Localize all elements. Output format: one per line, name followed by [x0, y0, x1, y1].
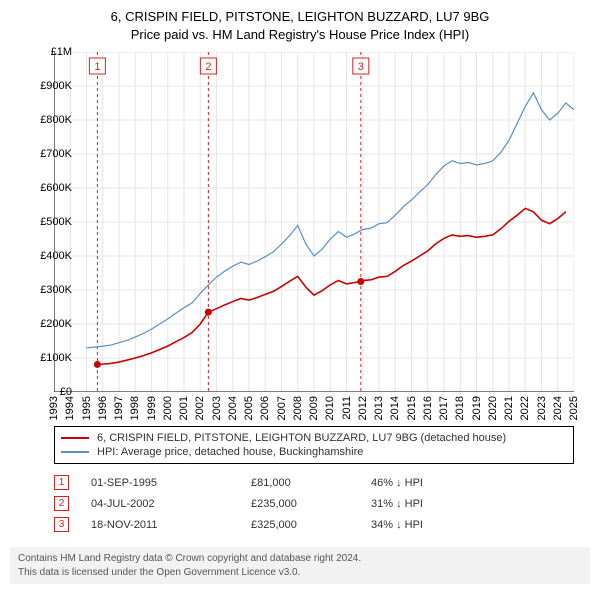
xtick-label: 1996	[97, 396, 109, 420]
xtick-label: 2018	[454, 396, 466, 420]
marker-diff-1: 46% ↓ HPI	[371, 477, 574, 489]
ytick-label: £100K	[28, 352, 72, 364]
legend-row-property: 6, CRISPIN FIELD, PITSTONE, LEIGHTON BUZ…	[61, 431, 567, 445]
xtick-label: 2019	[471, 396, 483, 420]
marker-row-3: 3 18-NOV-2011 £325,000 34% ↓ HPI	[54, 514, 574, 535]
xtick-label: 2015	[406, 396, 418, 420]
marker-row-2: 2 04-JUL-2002 £235,000 31% ↓ HPI	[54, 493, 574, 514]
xtick-label: 1999	[146, 396, 158, 420]
marker-badge-3-text: 3	[59, 519, 65, 530]
marker-diff-2: 31% ↓ HPI	[371, 498, 574, 510]
xtick-label: 2010	[324, 396, 336, 420]
marker-badge-3: 3	[54, 517, 69, 532]
xtick-label: 2008	[292, 396, 304, 420]
ytick-label: £800K	[28, 114, 72, 126]
xtick-label: 2000	[162, 396, 174, 420]
xtick-label: 2002	[194, 396, 206, 420]
xtick-label: 2020	[487, 396, 499, 420]
xtick-label: 2025	[568, 396, 580, 420]
legend-swatch-property	[61, 437, 89, 439]
marker-date-2: 04-JUL-2002	[91, 498, 251, 510]
xtick-label: 2003	[211, 396, 223, 420]
ytick-label: £600K	[28, 182, 72, 194]
legend-box: 6, CRISPIN FIELD, PITSTONE, LEIGHTON BUZ…	[54, 426, 574, 464]
xtick-label: 2014	[389, 396, 401, 420]
footer-line-1: Contains HM Land Registry data © Crown c…	[18, 552, 582, 566]
marker-date-3: 18-NOV-2011	[91, 519, 251, 531]
footer-line-2: This data is licensed under the Open Gov…	[18, 566, 582, 580]
svg-text:2: 2	[205, 61, 211, 73]
ytick-label: £1M	[28, 46, 72, 58]
ytick-label: £400K	[28, 250, 72, 262]
legend-swatch-hpi	[61, 451, 89, 453]
legend-label-property: 6, CRISPIN FIELD, PITSTONE, LEIGHTON BUZ…	[97, 432, 506, 444]
xtick-label: 2007	[276, 396, 288, 420]
marker-price-2: £235,000	[251, 498, 371, 510]
ytick-label: £500K	[28, 216, 72, 228]
xtick-label: 2004	[227, 396, 239, 420]
marker-diff-3: 34% ↓ HPI	[371, 519, 574, 531]
footer: Contains HM Land Registry data © Crown c…	[10, 547, 590, 584]
marker-price-3: £325,000	[251, 519, 371, 531]
title-line-1: 6, CRISPIN FIELD, PITSTONE, LEIGHTON BUZ…	[0, 8, 600, 26]
ytick-label: £900K	[28, 80, 72, 92]
markers-table: 1 01-SEP-1995 £81,000 46% ↓ HPI 2 04-JUL…	[54, 472, 574, 535]
xtick-label: 2023	[536, 396, 548, 420]
marker-price-1: £81,000	[251, 477, 371, 489]
marker-badge-1-text: 1	[59, 477, 65, 488]
xtick-label: 2017	[438, 396, 450, 420]
marker-badge-2-text: 2	[59, 498, 65, 509]
ytick-label: £200K	[28, 318, 72, 330]
xtick-label: 1997	[113, 396, 125, 420]
xtick-label: 2005	[243, 396, 255, 420]
plot-svg: 1 2 3	[54, 52, 574, 392]
xtick-label: 1995	[81, 396, 93, 420]
xtick-label: 2016	[422, 396, 434, 420]
xtick-label: 2011	[341, 396, 353, 420]
chart-container: 6, CRISPIN FIELD, PITSTONE, LEIGHTON BUZ…	[0, 0, 600, 590]
svg-text:1: 1	[94, 61, 100, 73]
xtick-label: 2001	[178, 396, 190, 420]
marker-badge-1: 1	[54, 475, 69, 490]
xtick-label: 2012	[357, 396, 369, 420]
title-block: 6, CRISPIN FIELD, PITSTONE, LEIGHTON BUZ…	[0, 0, 600, 50]
xtick-label: 2024	[552, 396, 564, 420]
xtick-label: 1998	[129, 396, 141, 420]
legend-label-hpi: HPI: Average price, detached house, Buck…	[97, 446, 363, 458]
ytick-label: £700K	[28, 148, 72, 160]
svg-text:3: 3	[358, 61, 364, 73]
legend-row-hpi: HPI: Average price, detached house, Buck…	[61, 445, 567, 459]
xtick-label: 1993	[48, 396, 60, 420]
marker-badge-2: 2	[54, 496, 69, 511]
xtick-label: 2021	[503, 396, 515, 420]
chart-area: 1 2 3	[54, 52, 574, 392]
xtick-label: 2022	[519, 396, 531, 420]
xtick-label: 2013	[373, 396, 385, 420]
xtick-label: 2009	[308, 396, 320, 420]
xtick-label: 2006	[259, 396, 271, 420]
marker-date-1: 01-SEP-1995	[91, 477, 251, 489]
marker-row-1: 1 01-SEP-1995 £81,000 46% ↓ HPI	[54, 472, 574, 493]
xtick-label: 1994	[64, 396, 76, 420]
title-line-2: Price paid vs. HM Land Registry's House …	[0, 26, 600, 44]
ytick-label: £300K	[28, 284, 72, 296]
